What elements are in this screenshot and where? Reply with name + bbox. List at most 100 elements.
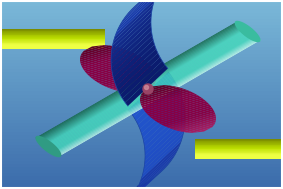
Polygon shape <box>115 0 156 37</box>
Polygon shape <box>116 49 158 91</box>
Bar <box>0 113 283 117</box>
Bar <box>0 19 283 22</box>
Polygon shape <box>240 158 283 159</box>
Bar <box>0 32 283 35</box>
Bar <box>0 66 283 69</box>
Bar <box>0 142 283 145</box>
Polygon shape <box>59 39 259 154</box>
Polygon shape <box>141 91 193 107</box>
Polygon shape <box>140 87 181 100</box>
Polygon shape <box>57 37 257 153</box>
Polygon shape <box>113 0 155 41</box>
Polygon shape <box>80 47 121 60</box>
Polygon shape <box>145 119 185 161</box>
Polygon shape <box>240 156 283 157</box>
Polygon shape <box>94 64 150 81</box>
Polygon shape <box>113 40 155 82</box>
Polygon shape <box>110 177 154 189</box>
Bar <box>0 164 283 167</box>
Polygon shape <box>144 85 164 91</box>
Polygon shape <box>40 26 241 142</box>
Polygon shape <box>195 158 283 159</box>
Polygon shape <box>48 32 248 147</box>
Polygon shape <box>240 140 283 141</box>
Polygon shape <box>150 101 207 119</box>
Polygon shape <box>0 31 105 32</box>
Polygon shape <box>35 136 61 157</box>
Bar <box>0 53 283 57</box>
Polygon shape <box>142 85 169 94</box>
Polygon shape <box>195 141 283 142</box>
Bar <box>0 76 283 79</box>
Polygon shape <box>126 0 168 16</box>
Polygon shape <box>118 53 160 95</box>
Polygon shape <box>120 57 162 99</box>
Polygon shape <box>240 144 283 145</box>
Polygon shape <box>118 0 160 28</box>
Polygon shape <box>42 27 242 143</box>
Polygon shape <box>138 88 180 129</box>
Polygon shape <box>43 28 243 143</box>
Polygon shape <box>0 29 105 30</box>
Polygon shape <box>0 38 60 39</box>
Polygon shape <box>195 153 283 154</box>
Polygon shape <box>240 141 283 142</box>
Polygon shape <box>195 150 283 151</box>
Bar <box>0 38 283 41</box>
Bar <box>0 107 283 110</box>
Polygon shape <box>98 184 142 189</box>
Polygon shape <box>40 26 240 141</box>
Polygon shape <box>0 32 105 33</box>
Polygon shape <box>121 169 164 189</box>
Bar <box>0 154 283 157</box>
Bar <box>0 28 283 32</box>
Polygon shape <box>42 28 243 143</box>
Polygon shape <box>146 97 202 114</box>
Polygon shape <box>133 154 175 189</box>
Polygon shape <box>41 27 241 142</box>
Polygon shape <box>160 109 214 125</box>
Polygon shape <box>195 140 283 141</box>
Polygon shape <box>158 107 213 124</box>
Polygon shape <box>240 145 283 146</box>
Polygon shape <box>143 132 184 174</box>
Bar <box>0 94 283 98</box>
Bar <box>0 63 283 66</box>
Polygon shape <box>48 31 248 146</box>
Polygon shape <box>144 95 200 112</box>
Bar <box>0 186 283 189</box>
Polygon shape <box>80 46 118 58</box>
Polygon shape <box>143 100 184 143</box>
Polygon shape <box>44 29 244 144</box>
Polygon shape <box>240 146 283 147</box>
Polygon shape <box>36 23 236 139</box>
Polygon shape <box>111 22 151 64</box>
Polygon shape <box>152 102 209 120</box>
Polygon shape <box>0 36 60 37</box>
Polygon shape <box>0 33 105 34</box>
Polygon shape <box>142 0 186 1</box>
Polygon shape <box>192 127 212 133</box>
Polygon shape <box>0 37 105 38</box>
Polygon shape <box>240 151 283 152</box>
Polygon shape <box>96 66 152 83</box>
Polygon shape <box>89 60 146 77</box>
Polygon shape <box>106 180 150 189</box>
Bar <box>0 60 283 63</box>
Bar <box>0 167 283 170</box>
Polygon shape <box>240 147 283 148</box>
Polygon shape <box>0 45 105 46</box>
Polygon shape <box>235 21 261 42</box>
Bar <box>0 129 283 132</box>
Polygon shape <box>46 30 246 146</box>
Polygon shape <box>195 146 283 147</box>
Polygon shape <box>168 114 216 129</box>
Polygon shape <box>106 72 155 88</box>
Polygon shape <box>147 98 204 115</box>
Polygon shape <box>0 44 60 45</box>
Bar <box>0 57 283 60</box>
Bar <box>0 173 283 176</box>
Polygon shape <box>0 35 105 36</box>
Polygon shape <box>115 78 156 91</box>
Polygon shape <box>0 29 60 30</box>
